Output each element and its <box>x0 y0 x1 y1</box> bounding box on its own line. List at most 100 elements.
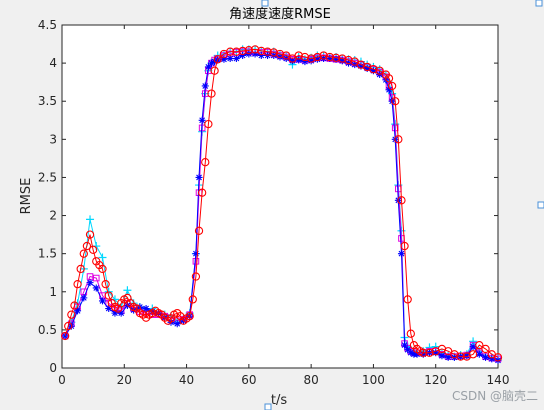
data-point <box>204 63 212 71</box>
data-point <box>494 356 502 364</box>
y-tick-label: 2 <box>49 209 57 223</box>
data-point <box>475 340 484 350</box>
y-tick-label: 0.5 <box>38 323 57 337</box>
data-point <box>207 89 216 98</box>
data-point <box>92 274 100 282</box>
data-point <box>468 350 478 359</box>
data-point <box>384 74 394 83</box>
data-point <box>204 119 213 129</box>
data-point <box>257 46 266 56</box>
data-point <box>232 55 240 63</box>
data-point <box>450 353 458 361</box>
data-point <box>385 86 393 94</box>
data-point <box>294 51 303 60</box>
resize-handle-right[interactable] <box>537 201 544 209</box>
y-tick-label: 4 <box>49 56 57 70</box>
resize-handle-top-right[interactable] <box>535 0 543 7</box>
data-point <box>76 264 85 274</box>
data-point <box>269 48 278 57</box>
data-point <box>111 309 119 317</box>
data-point <box>363 64 371 72</box>
x-tick-label: 140 <box>487 373 510 387</box>
data-point <box>469 343 477 351</box>
data-point <box>325 52 334 62</box>
data-point <box>397 250 405 258</box>
data-point <box>67 310 76 319</box>
data-point <box>326 55 334 63</box>
data-point <box>101 280 110 289</box>
data-point <box>197 188 207 197</box>
x-tick-label: 40 <box>179 373 194 387</box>
data-point <box>338 54 347 63</box>
data-point <box>397 196 406 205</box>
data-point <box>98 253 107 262</box>
data-point <box>419 350 427 358</box>
data-point <box>201 82 209 90</box>
data-point <box>313 52 322 62</box>
data-point <box>403 295 412 304</box>
chart-title: 角速度速度RMSE <box>229 6 331 22</box>
x-tick-label: 0 <box>58 373 66 387</box>
data-point <box>198 116 206 124</box>
data-point <box>80 294 88 302</box>
data-point <box>432 349 440 357</box>
data-point <box>207 59 215 67</box>
data-point <box>173 320 181 328</box>
series-line <box>64 48 499 358</box>
y-tick-label: 3 <box>49 132 57 146</box>
data-point <box>263 47 272 56</box>
data-point <box>369 67 377 75</box>
data-point <box>276 53 284 61</box>
data-point <box>331 53 341 62</box>
data-point <box>313 55 321 63</box>
data-point <box>92 284 100 292</box>
data-point <box>250 45 260 54</box>
data-point <box>438 352 446 360</box>
data-point <box>74 307 82 315</box>
data-point <box>98 297 106 305</box>
data-point <box>194 226 204 235</box>
data-point <box>351 61 359 69</box>
data-point <box>345 59 353 67</box>
data-point <box>188 295 197 304</box>
data-point <box>481 344 490 354</box>
data-point <box>257 51 265 59</box>
data-point <box>406 329 415 338</box>
resize-handle-bottom[interactable] <box>264 403 272 410</box>
data-point <box>275 49 285 59</box>
data-point <box>282 55 290 63</box>
data-point <box>220 55 228 63</box>
data-point <box>391 97 400 106</box>
data-point <box>251 50 259 58</box>
y-axis-label: RMSE <box>19 178 34 215</box>
x-tick-label: 80 <box>304 373 319 387</box>
x-tick-label: 120 <box>424 373 447 387</box>
x-tick-label: 60 <box>241 373 256 387</box>
data-point <box>213 55 222 64</box>
resize-handle-top[interactable] <box>261 0 269 7</box>
watermark: CSDN @脑壳二 <box>452 389 538 403</box>
data-point <box>344 55 353 65</box>
y-tick-label: 0 <box>49 361 57 375</box>
data-point <box>79 249 88 258</box>
data-point <box>210 66 219 75</box>
data-point <box>88 245 98 255</box>
data-point <box>482 353 490 361</box>
data-point <box>192 250 200 258</box>
data-point <box>82 241 92 251</box>
data-point <box>86 215 95 224</box>
data-point <box>295 56 303 64</box>
data-point <box>387 81 397 91</box>
y-tick-label: 3.5 <box>38 94 57 108</box>
data-point <box>270 51 278 59</box>
data-point <box>493 353 503 362</box>
data-point <box>105 305 113 313</box>
data-point <box>419 348 428 357</box>
data-point <box>70 301 79 310</box>
data-point <box>413 350 421 358</box>
data-point <box>104 291 113 300</box>
data-point <box>238 46 247 56</box>
y-tick-label: 2.5 <box>38 170 57 184</box>
data-point <box>357 62 365 70</box>
